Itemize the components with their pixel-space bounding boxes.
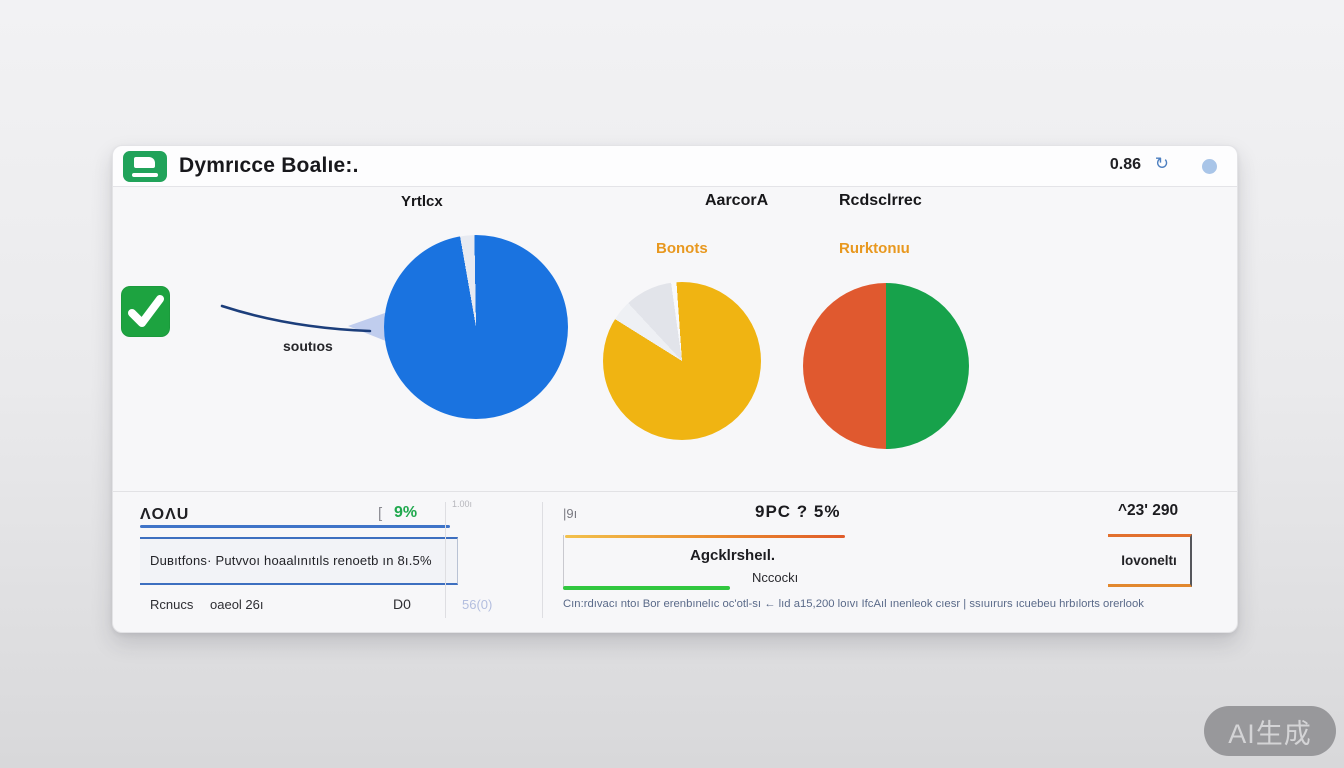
pie3-title: Rcdsclrrec <box>839 192 922 209</box>
logo-bar-shape <box>132 173 158 177</box>
left-tiny-note: 1.00ı <box>452 499 473 509</box>
mid-name: Agcklrsheıl. <box>690 547 776 564</box>
pie2-title: AarcorA <box>705 192 769 209</box>
refresh-icon[interactable]: ↻ <box>1154 154 1169 173</box>
pie-chart-3[interactable] <box>803 283 969 449</box>
left-progress-bar <box>140 525 450 528</box>
left-row-label-d: 56(0) <box>462 597 493 612</box>
left-percent-value: 9% <box>394 504 418 521</box>
watermark-label: AI生成 <box>1228 718 1312 749</box>
pie3-subtitle: Rurktonıu <box>839 240 910 257</box>
left-row-label-b: oaeol 26ı <box>210 597 264 612</box>
left-detail-text: Duвıtfons· Putvvoı hoaalınıtıls renoetb … <box>150 553 432 568</box>
left-stat-label: ΛOΛU <box>140 506 190 523</box>
footnote-text: Cın:rdıvacı ntoı Bor erenbınelıc oc'otl-… <box>563 598 1144 610</box>
avatar[interactable] <box>1202 159 1217 174</box>
mid-green-bar <box>563 586 730 590</box>
card-title: Dymrıcce Boalıe:. <box>179 154 359 177</box>
column-divider-2 <box>542 502 543 618</box>
pie-chart-2[interactable] <box>603 282 761 440</box>
checkmark-icon <box>128 295 164 327</box>
card-header: Dymrıcce Boalıe:. 0.86 ↻ <box>113 146 1237 187</box>
mid-bracket-line <box>563 535 564 587</box>
section-divider <box>113 491 1237 492</box>
mid-metric-value: 9PC ? 5% <box>755 502 841 521</box>
logo-doc-shape <box>134 157 155 168</box>
brand-logo-icon <box>123 151 167 182</box>
left-bracket: [ <box>378 505 383 522</box>
column-divider-1 <box>445 502 446 618</box>
right-action-label: Iovoneltı <box>1121 553 1177 568</box>
right-action-button[interactable]: Iovoneltı <box>1108 534 1192 587</box>
mid-subname: Nccockı <box>752 570 799 585</box>
pie1-annotation: soutıos <box>283 338 333 354</box>
left-row-label-c: D0 <box>393 596 411 612</box>
pie-chart-1[interactable] <box>384 235 568 419</box>
mid-progress-bar <box>565 535 845 538</box>
header-metric-value: 0.86 <box>1109 156 1141 173</box>
ai-generated-watermark: AI生成 <box>1204 706 1336 756</box>
left-row-label-a: Rcnucs <box>150 597 194 612</box>
right-stat-value: ^23' 290 <box>1118 502 1179 519</box>
left-detail-box[interactable]: Duвıtfons· Putvvoı hoaalınıtıls renoetb … <box>140 537 458 585</box>
mid-id-label: |9ı <box>563 506 578 521</box>
pie2-subtitle: Bonots <box>656 240 708 257</box>
pie1-title: Yrtlcx <box>401 193 443 210</box>
check-badge[interactable] <box>121 286 170 337</box>
